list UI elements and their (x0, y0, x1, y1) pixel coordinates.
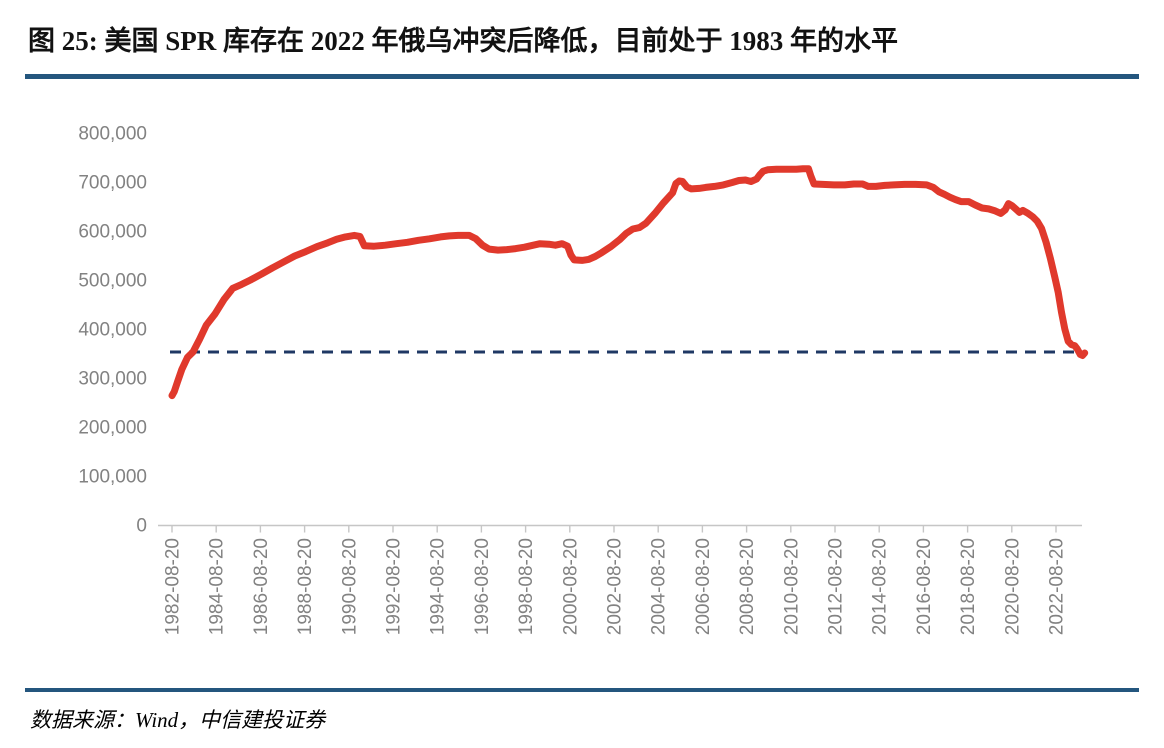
y-tick-label: 700,000 (78, 173, 147, 194)
x-tick-label: 1992-08-20 (384, 538, 405, 635)
x-tick-label: 1994-08-20 (428, 538, 449, 635)
y-tick-label: 0 (136, 516, 147, 537)
x-tick-label: 2000-08-20 (560, 538, 581, 635)
footer-divider-bar (25, 688, 1139, 692)
y-tick-label: 200,000 (78, 418, 147, 439)
y-tick-label: 300,000 (78, 369, 147, 390)
title-divider-bar (25, 74, 1139, 79)
x-tick-label: 2002-08-20 (605, 538, 626, 635)
x-tick-label: 2014-08-20 (870, 538, 891, 635)
y-tick-label: 800,000 (78, 124, 147, 145)
x-tick-label: 1990-08-20 (339, 538, 360, 635)
x-tick-label: 1982-08-20 (163, 538, 184, 635)
x-tick-label: 2018-08-20 (958, 538, 979, 635)
x-tick-label: 2008-08-20 (737, 538, 758, 635)
x-tick-label: 1988-08-20 (295, 538, 316, 635)
x-tick-label: 2004-08-20 (649, 538, 670, 635)
x-tick-label: 1984-08-20 (207, 538, 228, 635)
x-tick-label: 1986-08-20 (251, 538, 272, 635)
x-tick-label: 2006-08-20 (693, 538, 714, 635)
x-tick-label: 2010-08-20 (781, 538, 802, 635)
x-tick-label: 2016-08-20 (914, 538, 935, 635)
x-tick-label: 1996-08-20 (472, 538, 493, 635)
x-tick-label: 2012-08-20 (826, 538, 847, 635)
data-source-note: 数据来源：Wind，中信建投证券 (30, 708, 326, 732)
y-tick-label: 400,000 (78, 320, 147, 341)
y-tick-label: 600,000 (78, 222, 147, 243)
x-tick-label: 1998-08-20 (516, 538, 537, 635)
spr-inventory-series-line (168, 165, 1089, 400)
x-tick-label: 2022-08-20 (1047, 538, 1068, 635)
y-tick-label: 100,000 (78, 467, 147, 488)
x-tick-label: 2020-08-20 (1002, 538, 1023, 635)
figure-title: 图 25: 美国 SPR 库存在 2022 年俄乌冲突后降低，目前处于 1983… (28, 26, 898, 56)
y-tick-label: 500,000 (78, 271, 147, 292)
